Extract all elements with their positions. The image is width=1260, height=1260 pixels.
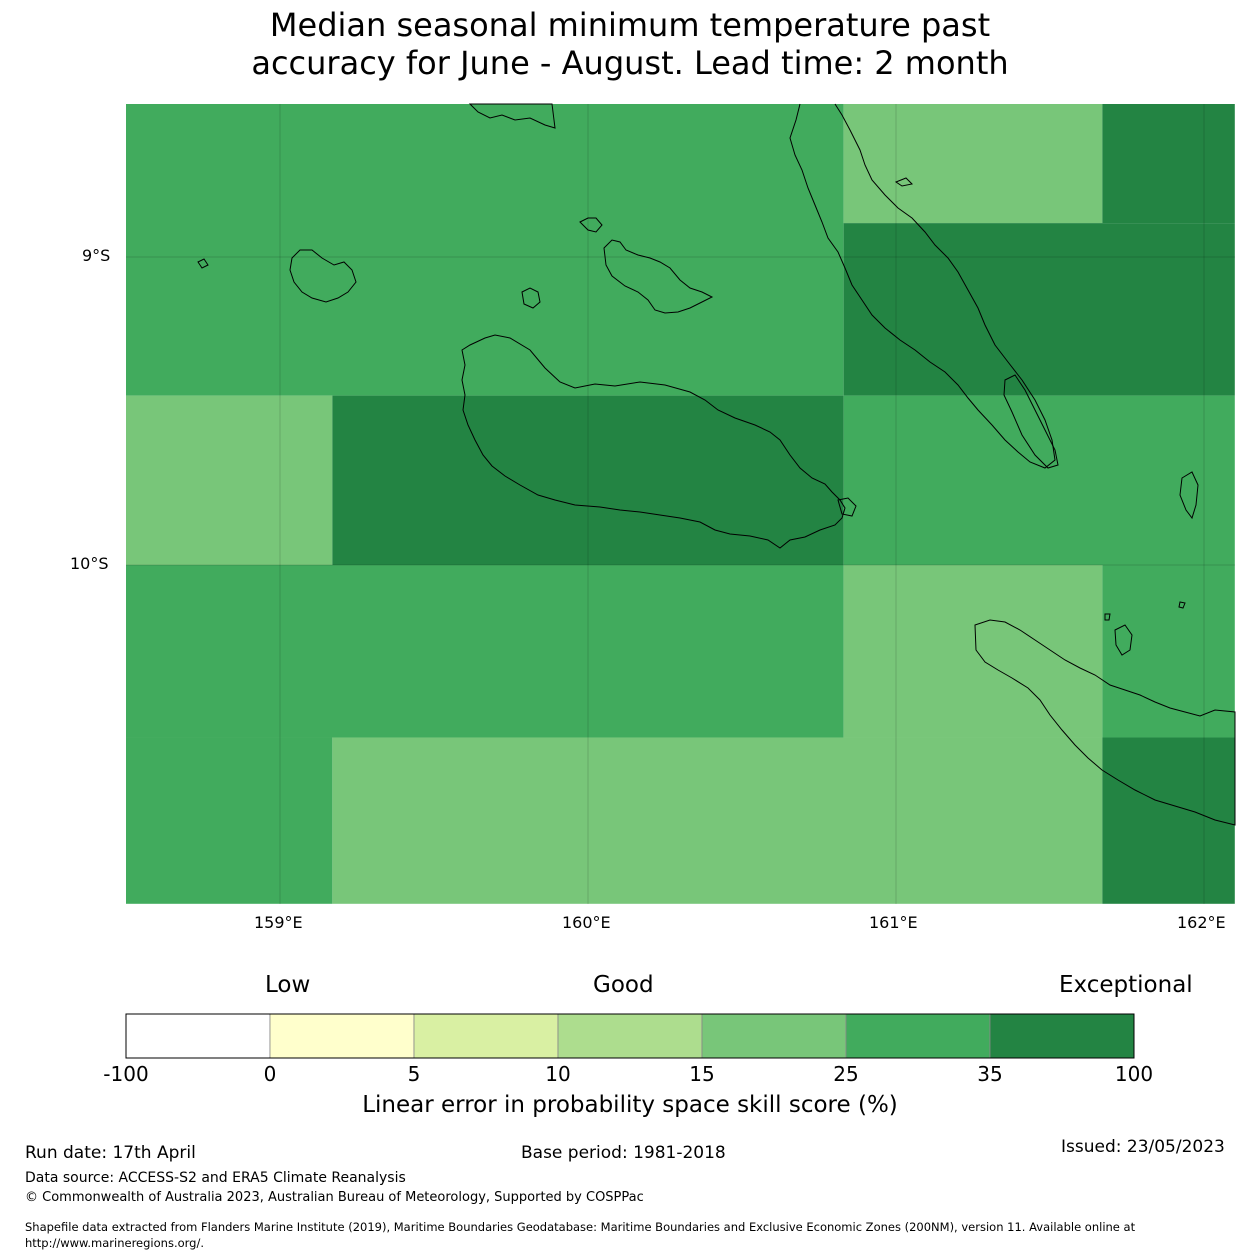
coastline-malaita xyxy=(789,103,1056,469)
base-period: Base period: 1981-2018 xyxy=(521,1143,726,1163)
colorbar-tick-1: 0 xyxy=(263,1062,277,1086)
lat-label-10s: 10°S xyxy=(70,554,109,573)
coastline-small-island-3 xyxy=(197,258,209,269)
coastline-islet-6 xyxy=(894,177,914,187)
coastline-islet-1 xyxy=(1179,471,1199,520)
skill-cell-7 xyxy=(126,565,844,738)
skill-cell-10 xyxy=(126,737,333,904)
coastline-makira xyxy=(974,619,1236,826)
issued-date: Issued: 23/05/2023 xyxy=(1061,1137,1225,1157)
map-title: Median seasonal minimum temperature past… xyxy=(0,6,1260,82)
lat-label-9s: 9°S xyxy=(82,246,111,265)
skill-cell-6 xyxy=(843,395,1235,565)
colorbar-good-label: Good xyxy=(593,972,654,998)
shapefile-url: http://www.marineregions.org/. xyxy=(25,1236,204,1250)
lon-label-160e: 160°E xyxy=(562,913,611,932)
skill-cell-9 xyxy=(1102,565,1235,738)
colorbar-tick-3: 10 xyxy=(545,1062,571,1086)
skill-cell-5 xyxy=(332,395,844,565)
colorbar-tick-6: 35 xyxy=(977,1062,1003,1086)
coastline-small-island-1 xyxy=(579,217,603,233)
skill-cell-3 xyxy=(843,223,1235,396)
colorbar-exceptional-label: Exceptional xyxy=(1059,972,1193,998)
coastline-islet-5 xyxy=(837,497,857,517)
colorbar-axis-label: Linear error in probability space skill … xyxy=(362,1092,898,1118)
colorbar-tick-4: 15 xyxy=(689,1062,715,1086)
lon-label-162e: 162°E xyxy=(1177,913,1226,932)
title-line-1: Median seasonal minimum temperature past xyxy=(269,6,991,44)
copyright: © Commonwealth of Australia 2023, Austra… xyxy=(25,1190,644,1205)
coastline-islet-2 xyxy=(1114,624,1133,656)
colorbar-tick-2: 5 xyxy=(407,1062,421,1086)
title-line-2: accuracy for June - August. Lead time: 2… xyxy=(251,44,1009,82)
coastline-russell-islands xyxy=(289,249,357,303)
data-source: Data source: ACCESS-S2 and ERA5 Climate … xyxy=(25,1170,406,1186)
skill-cell-11 xyxy=(332,737,1103,904)
coastline-florida-islands xyxy=(603,239,714,314)
skill-cell-4 xyxy=(126,395,333,565)
coastline-islet-4 xyxy=(1104,613,1111,621)
run-date: Run date: 17th April xyxy=(25,1143,196,1163)
coastline-small-island-2 xyxy=(521,287,541,309)
skill-cell-1 xyxy=(843,104,1103,224)
coastline-small-island-4 xyxy=(468,103,556,129)
skill-cell-2 xyxy=(1102,104,1235,224)
coastline-guadalcanal xyxy=(461,334,846,549)
lon-label-159e: 159°E xyxy=(254,913,303,932)
skill-cells xyxy=(126,104,1235,904)
coastlines xyxy=(197,103,1236,826)
skill-cell-8 xyxy=(843,565,1103,738)
graticule xyxy=(126,104,1235,904)
colorbar-tick-7: 100 xyxy=(1114,1062,1154,1086)
coastline-small-malaita xyxy=(1003,374,1059,469)
shapefile-credit: Shapefile data extracted from Flanders M… xyxy=(25,1220,1136,1234)
colorbar-tick-0: -100 xyxy=(103,1062,149,1086)
lon-label-161e: 161°E xyxy=(869,913,918,932)
colorbar-low-label: Low xyxy=(265,972,311,998)
skill-cell-0 xyxy=(126,104,844,396)
colorbar-tick-5: 25 xyxy=(833,1062,859,1086)
coastline-islet-3 xyxy=(1178,601,1186,609)
skill-cell-12 xyxy=(1102,737,1235,904)
